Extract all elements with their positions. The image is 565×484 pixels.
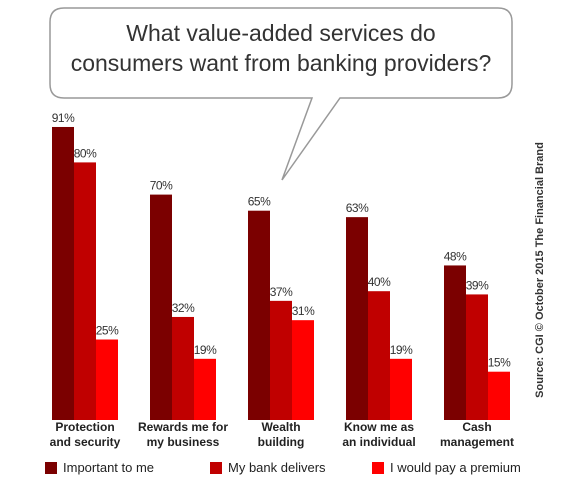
value-label: 25%: [96, 324, 119, 338]
source-note: Source: CGI © October 2015 The Financial…: [534, 142, 546, 398]
x-tick-label: Wealth building: [257, 420, 305, 449]
value-label: 31%: [292, 304, 315, 318]
bar: [488, 371, 510, 420]
bar: [248, 210, 270, 420]
legend-swatch: [372, 461, 384, 474]
value-label: 15%: [488, 356, 511, 370]
value-label: 40%: [368, 275, 391, 289]
value-label: 48%: [444, 249, 467, 263]
legend-label: Important to me: [63, 460, 155, 475]
legend-item: I would pay a premium: [372, 460, 521, 475]
x-tick-label: Rewards me for my business: [137, 420, 229, 449]
bar: [96, 339, 118, 420]
bar: [466, 294, 488, 420]
bar: [390, 358, 412, 420]
legend-swatch: [210, 461, 222, 474]
legend-swatch: [45, 461, 57, 474]
legend-item: Important to me: [45, 460, 154, 475]
bar: [270, 300, 292, 420]
x-tick-label: Know me as an individual: [342, 420, 416, 449]
value-label: 91%: [52, 111, 75, 125]
value-label: 70%: [150, 179, 173, 193]
speech-bubble: [49, 7, 513, 181]
legend-label: My bank delivers: [228, 460, 326, 475]
bar: [150, 194, 172, 420]
bar: [52, 126, 74, 420]
value-label: 80%: [74, 146, 97, 160]
value-label: 19%: [194, 343, 217, 357]
chart-title: What value-added services do consumers w…: [70, 20, 492, 76]
value-label: 39%: [466, 278, 489, 292]
legend-item: My bank delivers: [210, 460, 326, 475]
value-label: 19%: [390, 343, 413, 357]
bar: [292, 320, 314, 420]
value-label: 63%: [346, 201, 369, 215]
x-tick-label: Protection and security: [49, 420, 121, 449]
bar: [346, 217, 368, 420]
bar: [194, 358, 216, 420]
value-label: 65%: [248, 195, 271, 209]
legend-label: I would pay a premium: [390, 460, 521, 475]
x-tick-label: Cash management: [439, 420, 515, 449]
bar: [444, 265, 466, 420]
value-label: 37%: [270, 285, 293, 299]
value-label: 32%: [172, 301, 195, 315]
bar: [172, 316, 194, 420]
bar: [74, 162, 96, 420]
bar: [368, 291, 390, 420]
